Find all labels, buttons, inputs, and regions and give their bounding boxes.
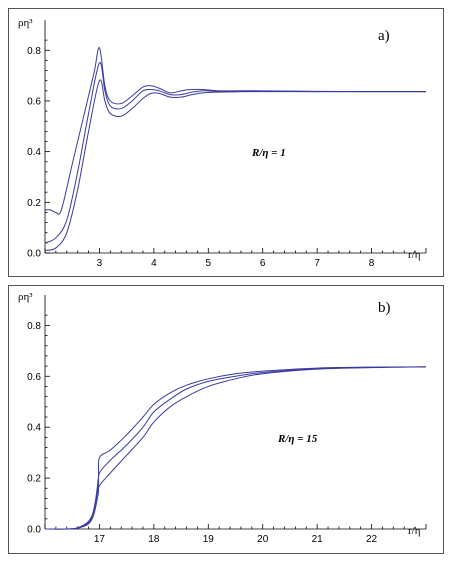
- panel-b-series-line-1: [44, 366, 427, 530]
- panel-b-y-tick-label: 0.2: [27, 474, 41, 485]
- panel-a-x-tick-label: 8: [369, 258, 375, 269]
- panel-a-label: a): [378, 28, 390, 44]
- panel-b-y-tick-label: 0.6: [27, 372, 41, 383]
- panel-a-x-tick-label: 3: [97, 258, 103, 269]
- panel-a-y-tick-label: 0.8: [27, 46, 41, 57]
- panel-a-series-line-2: [44, 62, 426, 244]
- panel-a: ρη³ r/η a) R/η = 1 3 4 5 6 7 8 0.0 0.2 0.4 0.6 0.8: [8, 8, 444, 277]
- panel-b-series-line-3: [44, 366, 427, 530]
- panel-b-ylabel: ρη³: [18, 291, 33, 303]
- panel-a-x-tick-label: 4: [151, 258, 157, 269]
- panel-b: ρη³ r/η b) R/η = 15 17 18 19 20 21 22 0.0 0.2 0.…: [8, 285, 444, 554]
- panel-b-x-tick-label: 17: [94, 534, 106, 545]
- panel-b-x-tick-label: 21: [312, 534, 324, 545]
- panel-a-curves: [44, 47, 427, 251]
- panel-a-frame: [8, 8, 444, 277]
- panel-b-x-tick-label: 19: [203, 534, 215, 545]
- panel-b-frame: [8, 285, 444, 554]
- panel-b-xlabel: r/η: [408, 525, 421, 537]
- panel-a-series-line-3: [44, 79, 426, 251]
- panel-a-x-tick-label: 5: [206, 258, 212, 269]
- panel-b-x-tick-label: 22: [366, 534, 378, 545]
- panel-a-x-tick-label: 6: [260, 258, 266, 269]
- panel-b-y-tick-label: 0.0: [27, 525, 41, 536]
- panel-b-annotation: R/η = 15: [277, 433, 318, 445]
- panel-b-curves: [44, 366, 427, 530]
- panel-a-y-tick-label: 0.4: [27, 147, 41, 158]
- panel-a-xlabel: r/η: [408, 249, 421, 261]
- panel-a-annotation: R/η = 1: [251, 147, 286, 159]
- panel-a-x-tick-label: 7: [314, 258, 320, 269]
- panel-a-axes: 3 4 5 6 7 8 0.0 0.2 0.4 0.6 0.8: [27, 20, 427, 269]
- panel-b-label: b): [378, 300, 391, 316]
- panel-b-axes: 17 18 19 20 21 22 0.0 0.2 0.4 0.6 0.8: [27, 295, 427, 545]
- panel-a-y-tick-label: 0.6: [27, 96, 41, 107]
- panel-a-y-tick-label: 0.2: [27, 198, 41, 209]
- panel-a-series-line-1: [44, 47, 427, 215]
- panel-b-x-tick-label: 18: [148, 534, 160, 545]
- panel-b-y-tick-label: 0.4: [27, 423, 41, 434]
- panel-b-series-line-2: [44, 366, 427, 530]
- panel-a-ylabel: ρη³: [18, 17, 33, 29]
- panel-b-y-tick-label: 0.8: [27, 321, 41, 332]
- panel-a-y-tick-label: 0.0: [27, 249, 41, 260]
- panel-b-x-tick-label: 20: [257, 534, 269, 545]
